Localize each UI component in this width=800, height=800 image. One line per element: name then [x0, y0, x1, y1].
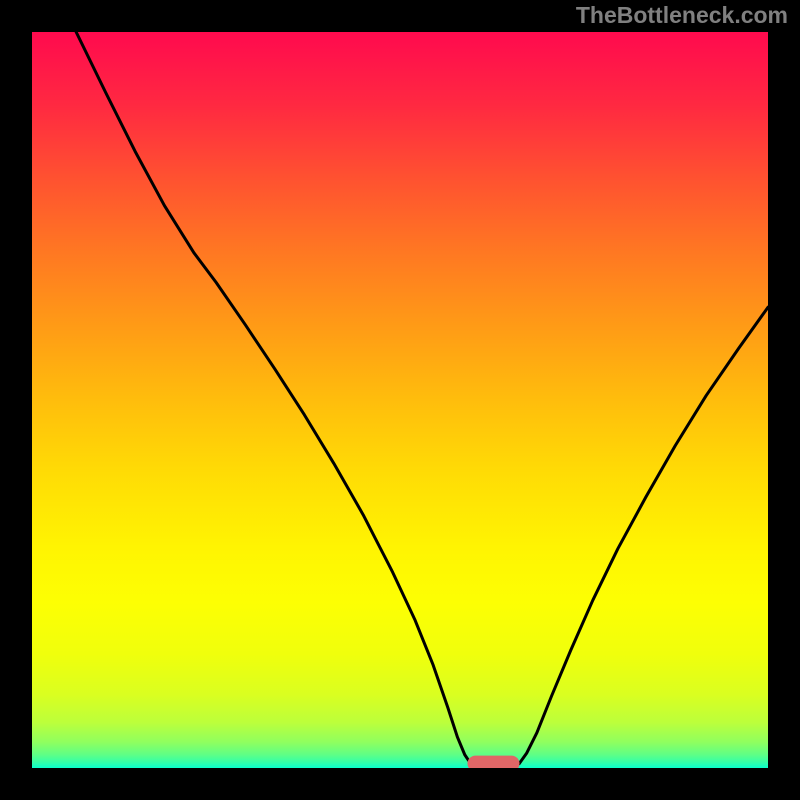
chart-root: TheBottleneck.com: [0, 0, 800, 800]
plot-area: [32, 32, 768, 768]
watermark-text: TheBottleneck.com: [576, 2, 788, 29]
gradient-background: [32, 32, 768, 768]
chart-svg: [32, 32, 768, 768]
optimal-marker: [467, 756, 519, 768]
